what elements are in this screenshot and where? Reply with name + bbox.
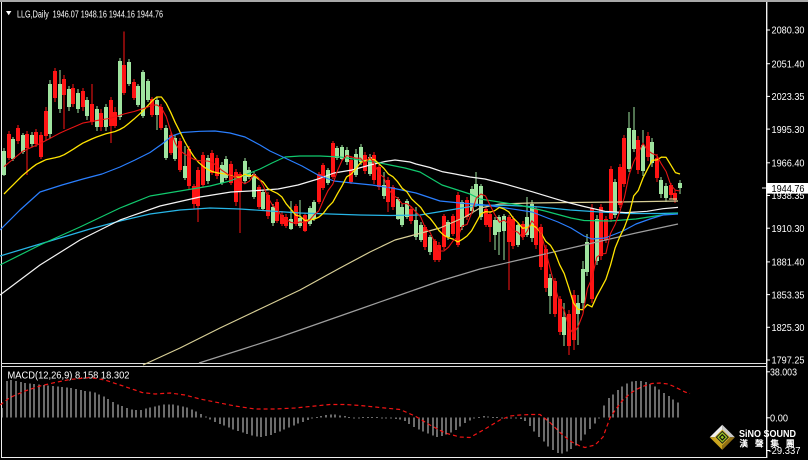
svg-text:MACD(12,26,9) 8.158 18.302: MACD(12,26,9) 8.158 18.302 [8,370,130,382]
svg-text:-29.337: -29.337 [769,445,801,457]
svg-text:38.003: 38.003 [770,367,797,379]
svg-text:2080.30: 2080.30 [772,25,805,37]
svg-text:1797.25: 1797.25 [772,355,805,367]
svg-text:1966.40: 1966.40 [772,158,805,170]
svg-text:2023.35: 2023.35 [772,91,805,103]
svg-text:SiNO SOUND: SiNO SOUND [739,428,796,440]
svg-text:1910.30: 1910.30 [772,223,805,235]
svg-text:LLG,Daily 1946.07 1948.16 194: LLG,Daily 1946.07 1948.16 1944.16 1944.7… [17,8,163,20]
svg-text:0.00: 0.00 [770,413,788,425]
svg-text:1995.30: 1995.30 [772,124,805,136]
svg-text:2051.40: 2051.40 [772,58,805,70]
svg-text:1881.40: 1881.40 [772,257,805,269]
svg-text:1853.35: 1853.35 [772,289,805,301]
svg-text:1944.76: 1944.76 [772,183,805,195]
svg-text:1825.30: 1825.30 [772,322,805,334]
